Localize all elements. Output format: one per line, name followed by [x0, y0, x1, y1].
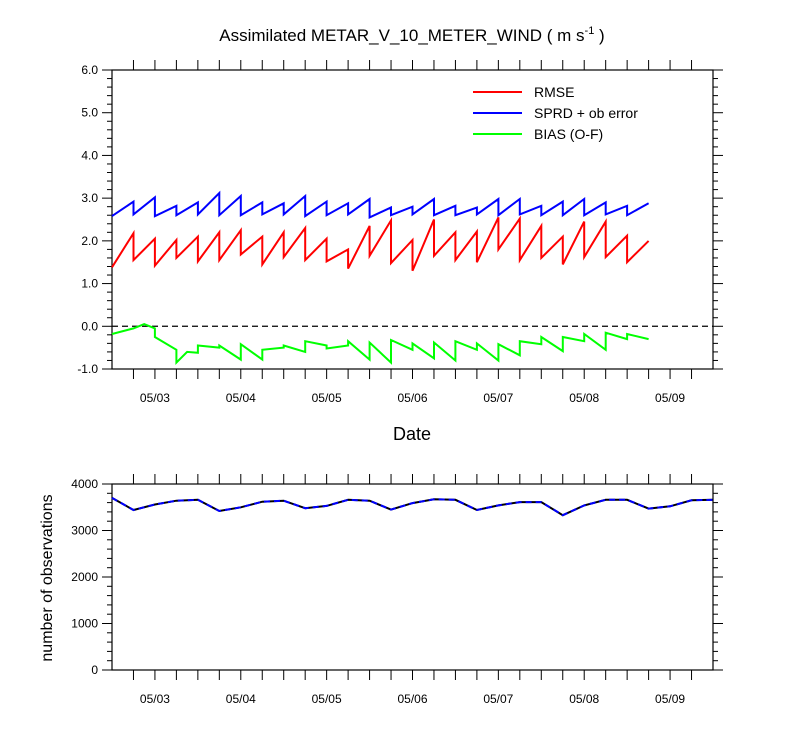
- bottom-axes: 0 1000 2000 3000 4000 05/03 05/04 05/05 05/06 05/…: [71, 474, 723, 706]
- top-chart-panel: Assimilated METAR_V_10_METER_WIND ( m s-…: [77, 25, 723, 444]
- legend-label: BIAS (O-F): [534, 126, 603, 142]
- bottom-x-tick-label: 05/07: [483, 692, 513, 706]
- bottom-plot-frame: [111, 483, 714, 671]
- bottom-x-tick-label: 05/04: [226, 692, 256, 706]
- top-series-line-bias-o-f: [111, 323, 649, 366]
- x-axis-label: Date: [393, 424, 431, 444]
- top-y-tick-label: 1.0: [81, 277, 98, 291]
- top-x-tick-label: 05/06: [397, 391, 427, 405]
- top-x-tick-label: 05/08: [569, 391, 599, 405]
- bottom-x-tick-label: 05/05: [312, 692, 342, 706]
- bottom-y-tick-label: 1000: [71, 617, 98, 631]
- bottom-y-tick-label: 0: [91, 663, 98, 677]
- legend: RMSE SPRD + ob error BIAS (O-F): [473, 84, 638, 142]
- top-series-line-rmse: [111, 215, 650, 272]
- bottom-y-tick-label: 2000: [71, 570, 98, 584]
- top-y-tick-label: 4.0: [81, 148, 98, 162]
- bottom-chart-panel: 0 1000 2000 3000 4000 05/03 05/04 05/05 05/06 05/…: [39, 474, 723, 706]
- legend-label: SPRD + ob error: [534, 105, 638, 121]
- top-y-tick-label: 3.0: [81, 191, 98, 205]
- top-x-tick-label: 05/05: [312, 391, 342, 405]
- top-x-tick-label: 05/09: [655, 391, 685, 405]
- top-series-line-sprd-ob-error: [111, 190, 650, 219]
- top-y-tick-label: 6.0: [81, 63, 98, 77]
- top-x-tick-label: 05/03: [140, 391, 170, 405]
- top-y-tick-label: 5.0: [81, 106, 98, 120]
- top-y-tick-label: 2.0: [81, 234, 98, 248]
- y-axis-label: number of observations: [39, 494, 56, 661]
- bottom-y-tick-label: 3000: [71, 524, 98, 538]
- bottom-series-line-1: [111, 497, 714, 517]
- top-x-tick-label: 05/07: [483, 391, 513, 405]
- bottom-x-tick-label: 05/06: [397, 692, 427, 706]
- top-x-tick-label: 05/04: [226, 391, 256, 405]
- top-axes: -1.0 0.0 1.0 2.0 3.0 4.0 5.0 6.0 05/03 05/04 05/05…: [77, 60, 723, 405]
- top-series-group: [111, 190, 650, 366]
- chart-title: Assimilated METAR_V_10_METER_WIND ( m s-…: [219, 25, 604, 45]
- bottom-x-tick-label: 05/08: [569, 692, 599, 706]
- legend-label: RMSE: [534, 84, 574, 100]
- bottom-x-tick-label: 05/03: [140, 692, 170, 706]
- top-y-tick-label: 0.0: [81, 319, 98, 333]
- bottom-x-tick-label: 05/09: [655, 692, 685, 706]
- bottom-series-group: [111, 497, 714, 517]
- bottom-y-tick-label: 4000: [71, 477, 98, 491]
- top-y-tick-label: -1.0: [77, 362, 98, 376]
